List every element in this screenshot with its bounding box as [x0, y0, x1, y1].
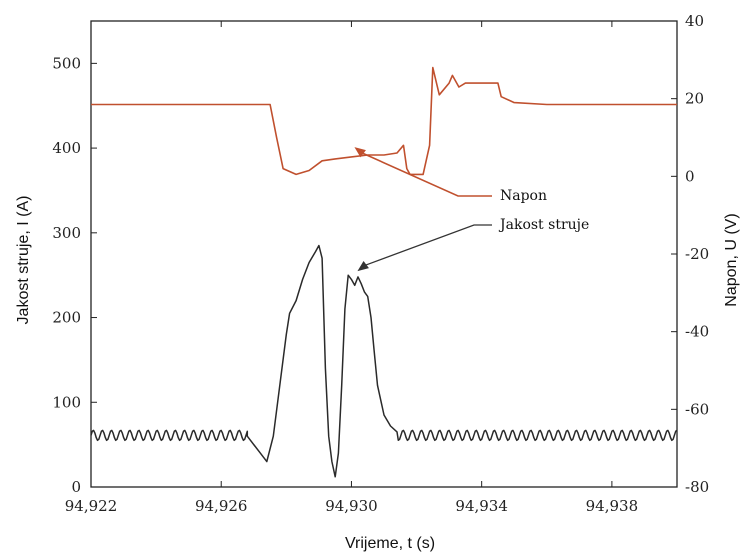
x-tick-label: 94,934: [455, 497, 508, 515]
annotation-leader-napon: [362, 152, 492, 197]
y-right-tick-label: -20: [685, 245, 709, 263]
y-left-tick-label: 200: [52, 309, 81, 327]
y-right-tick-label: 40: [685, 12, 704, 30]
y-right-axis-title: Napon, U (V): [723, 213, 740, 306]
annotation-leader-jakost-struje: [365, 224, 492, 266]
y-right-tick-label: 0: [685, 167, 695, 185]
y-right-tick-label: 20: [685, 90, 704, 108]
annotation-group: Napon Jakost struje: [354, 147, 589, 272]
series-group: [90, 66, 678, 478]
x-tick-label: 94,938: [586, 497, 639, 515]
annotation-arrowhead-jakost-struje: [357, 260, 369, 272]
annotation-label-jakost-struje: Jakost struje: [498, 217, 589, 233]
x-tick-label: 94,930: [325, 497, 378, 515]
series-line-jakost-struje: [90, 244, 678, 478]
y-right-tick-label: -60: [685, 400, 709, 418]
x-tick-label: 94,922: [65, 497, 118, 515]
y-left-tick-label: 0: [71, 478, 81, 496]
y-right-tick-label: -80: [685, 478, 709, 496]
annotation-arrowhead-napon: [354, 147, 366, 158]
y-left-tick-label: 100: [52, 393, 81, 411]
series-line-napon: [91, 66, 677, 176]
x-tick-label: 94,926: [195, 497, 248, 515]
y-left-axis-title: Jakost struje, I (A): [15, 196, 32, 325]
y-left-tick-label: 300: [52, 224, 81, 242]
annotation-label-napon: Napon: [500, 188, 547, 204]
y-left-tick-label: 400: [52, 139, 81, 157]
y-left-tick-label: 500: [52, 54, 81, 72]
x-axis-title: Vrijeme, t (s): [345, 535, 435, 552]
plot-frame: [90, 20, 678, 488]
y-right-tick-label: -40: [685, 323, 709, 341]
tick-group: 94,922 94,926 94,930 94,934 94,9380100200300…: [52, 12, 709, 515]
